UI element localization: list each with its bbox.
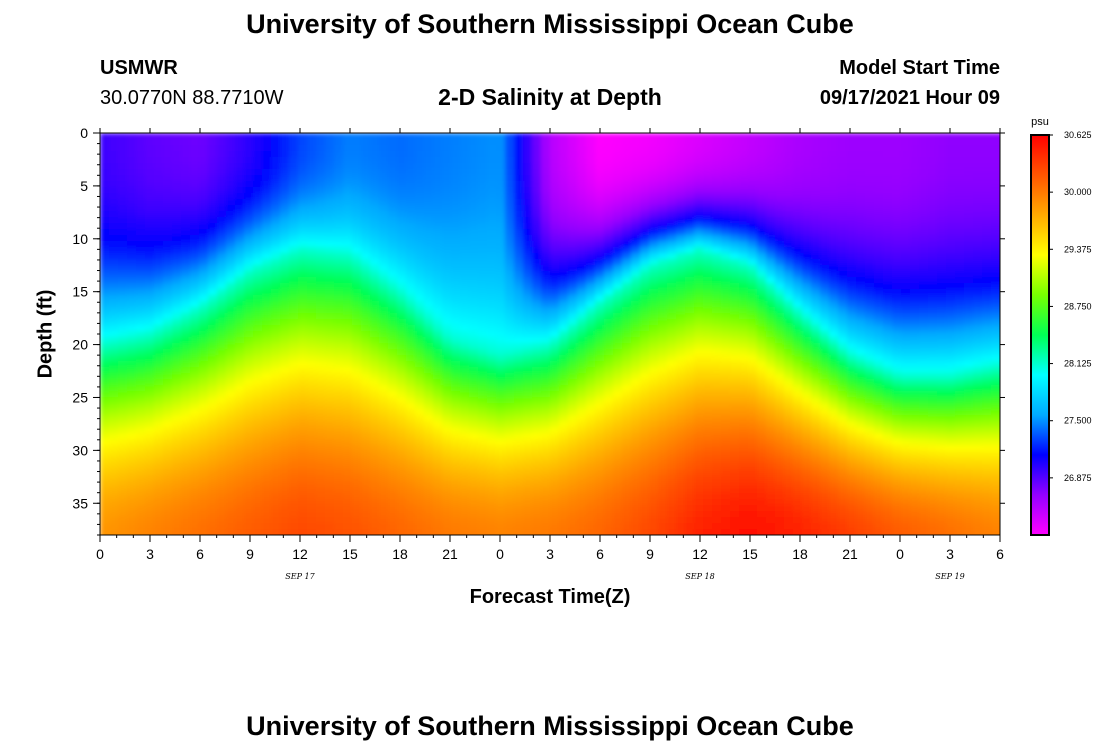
y-tick-label: 5 <box>80 178 88 194</box>
x-tick-label: 3 <box>546 546 554 562</box>
x-tick-label: 21 <box>442 546 458 562</box>
x-tick-label: 6 <box>196 546 204 562</box>
x-tick-label: 6 <box>996 546 1004 562</box>
day-label: SEP 19 <box>935 572 964 581</box>
y-tick-label: 35 <box>72 495 88 511</box>
x-tick-label: 18 <box>792 546 808 562</box>
y-tick-label: 25 <box>72 389 88 405</box>
x-tick-label: 12 <box>692 546 708 562</box>
x-tick-label: 9 <box>646 546 654 562</box>
x-tick-label: 15 <box>342 546 358 562</box>
footer-title: University of Southern Mississippi Ocean… <box>246 711 854 741</box>
x-tick-label: 12 <box>292 546 308 562</box>
y-tick-label: 30 <box>72 442 88 458</box>
salinity-chart: 0 3 6 9 12 15 18 21 0 3 6 9 12 15 18 21 0 3 6 SEP 17 SEP 18 S… <box>72 116 1092 581</box>
x-tick-label: 9 <box>246 546 254 562</box>
model-start-label: Model Start Time <box>839 57 1000 79</box>
colorbar-tick-label: 27.500 <box>1064 416 1092 426</box>
y-tick-label: 20 <box>72 337 88 353</box>
y-axis-label: Depth (ft) <box>34 289 57 379</box>
x-tick-label: 21 <box>842 546 858 562</box>
plot-axes: 0 3 6 9 12 15 18 21 0 3 6 9 12 15 18 21 0 3 6 SEP 17 SEP 18 S… <box>72 125 1005 581</box>
x-tick-label: 0 <box>896 546 904 562</box>
x-tick-label: 3 <box>946 546 954 562</box>
colorbar-tick-label: 30.000 <box>1064 187 1092 197</box>
x-tick-label: 0 <box>96 546 104 562</box>
colorbar-tick-label: 28.125 <box>1064 359 1092 369</box>
colorbar-tick-label: 26.875 <box>1064 473 1092 483</box>
day-label: SEP 17 <box>285 572 315 581</box>
day-label: SEP 18 <box>685 572 714 581</box>
colorbar: 26.875 27.500 28.125 28.750 29.375 30.000 30.6… <box>1030 116 1092 536</box>
colorbar-tick-label: 28.750 <box>1064 301 1092 311</box>
colorbar-scale <box>1030 134 1050 536</box>
page-title: University of Southern Mississippi Ocean… <box>246 9 854 39</box>
y-tick-label: 10 <box>72 231 88 247</box>
x-axis-label: Forecast Time(Z) <box>469 586 631 608</box>
x-tick-label: 18 <box>392 546 408 562</box>
colorbar-tick-label: 29.375 <box>1064 244 1092 254</box>
heatmap-field <box>100 133 1000 535</box>
plot-title: 2-D Salinity at Depth <box>438 84 662 110</box>
colorbar-tick-label: 30.625 <box>1064 130 1092 140</box>
y-tick-label: 0 <box>80 125 88 141</box>
station-id: USMWR <box>100 57 178 79</box>
colorbar-unit: psu <box>1031 116 1049 128</box>
station-location: 30.0770N 88.7710W <box>100 87 284 109</box>
model-start-value: 09/17/2021 Hour 09 <box>819 87 1000 109</box>
x-tick-label: 3 <box>146 546 154 562</box>
y-tick-label: 15 <box>72 284 88 300</box>
x-tick-label: 0 <box>496 546 504 562</box>
x-tick-label: 6 <box>596 546 604 562</box>
x-tick-label: 15 <box>742 546 758 562</box>
